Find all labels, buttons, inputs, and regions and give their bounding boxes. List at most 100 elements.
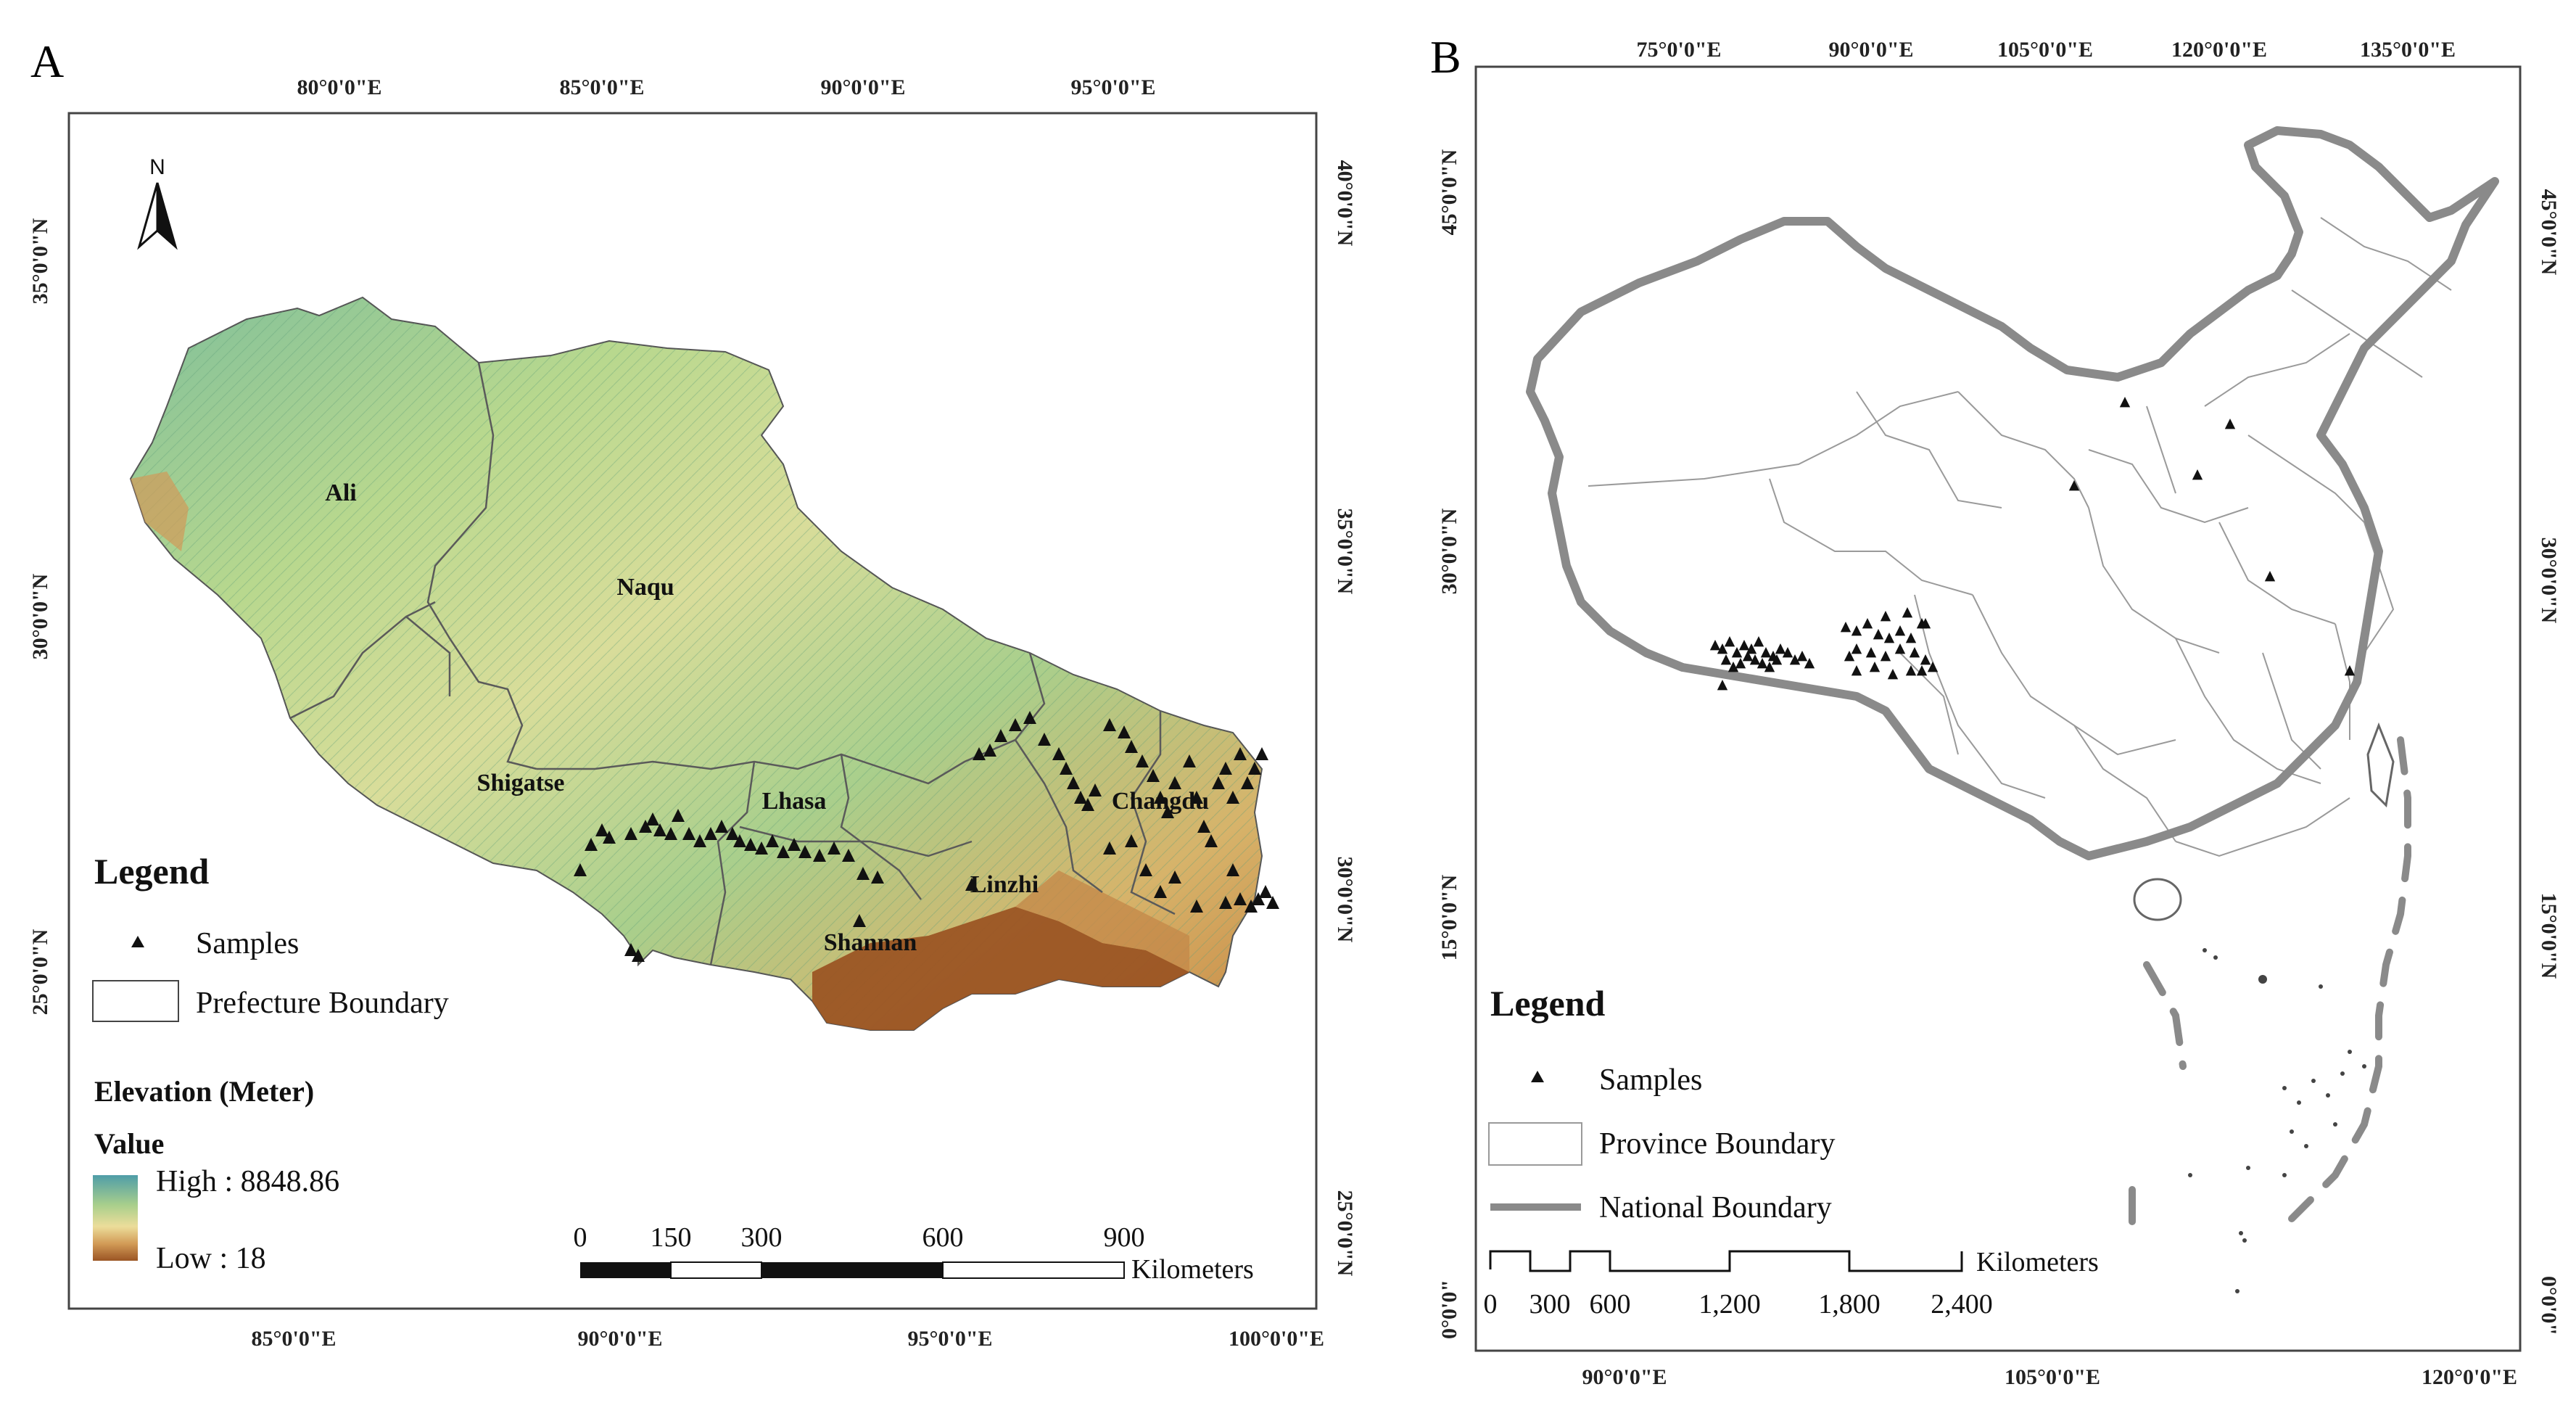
sample-marker [733, 834, 746, 847]
a-right-lat-label: 25°0'0"N [1333, 1190, 1357, 1277]
sample-marker [1771, 654, 1783, 665]
b-left-lat-label: 30°0'0"N [1437, 508, 1461, 594]
b-scale-tick: 1,800 [1818, 1289, 1881, 1320]
panel-a: A 80°0'0"E 85°0'0"E 90°0'0"E 95°0'0"E 85… [28, 36, 1357, 1351]
sample-marker [1880, 651, 1891, 662]
sample-marker [1089, 783, 1102, 796]
sample-marker [1067, 776, 1080, 789]
b-left-lat-label: 0°0'0" [1437, 1280, 1461, 1339]
sample-marker [653, 823, 666, 836]
b-top-lon-label: 90°0'0"E [1829, 38, 1914, 62]
b-right-lat-label: 30°0'0"N [2537, 538, 2561, 624]
a-bottom-lon-label: 90°0'0"E [578, 1327, 663, 1351]
sample-marker [682, 827, 695, 840]
b-legend-province: Province Boundary [1599, 1127, 1835, 1161]
region-label-linzhi: Linzhi [970, 871, 1039, 898]
b-bottom-lon-label: 105°0'0"E [2005, 1365, 2100, 1389]
sample-marker [2192, 469, 2203, 480]
a-scale-tick: 600 [922, 1222, 964, 1253]
sample-marker [1720, 654, 1732, 665]
panel-b-samples [1709, 397, 2356, 691]
sample-marker [1916, 665, 1928, 676]
sample-marker [1103, 841, 1116, 855]
sample-marker [1909, 647, 1920, 658]
sample-marker [1789, 654, 1801, 665]
sample-marker [1205, 834, 1218, 847]
b-legend-samples: Samples [1599, 1063, 1702, 1097]
b-top-lon-label: 105°0'0"E [1997, 38, 2093, 62]
sample-marker [1796, 651, 1808, 662]
sample-marker [1255, 747, 1268, 760]
sample-marker [1746, 643, 1757, 654]
a-scale-tick: 300 [741, 1222, 783, 1253]
a-legend-sample-symbol [131, 936, 144, 947]
b-right-lat-label: 0°0'0" [2537, 1276, 2561, 1335]
sample-marker [1920, 654, 1931, 665]
a-scale-tick: 900 [1104, 1222, 1145, 1253]
a-legend-elevation-title: Elevation (Meter) [94, 1075, 314, 1108]
sample-marker [1154, 885, 1167, 898]
sample-marker [1905, 665, 1917, 676]
panel-a-frame [67, 112, 1318, 1310]
sample-marker [646, 812, 659, 826]
sample-marker [632, 949, 645, 962]
sample-marker [1103, 718, 1116, 731]
sample-marker [1161, 805, 1174, 818]
sample-marker [639, 820, 652, 833]
sample-marker [1219, 762, 1232, 775]
sample-marker [1883, 633, 1895, 643]
sample-marker [1266, 896, 1279, 909]
sample-marker [994, 729, 1007, 742]
sample-marker [715, 820, 728, 833]
b-legend-national: National Boundary [1599, 1191, 1832, 1224]
sample-marker [1894, 625, 1906, 636]
sample-marker [1081, 798, 1094, 811]
sample-marker [777, 845, 790, 858]
sample-marker [1742, 651, 1754, 662]
b-right-lat-label: 15°0'0"N [2537, 893, 2561, 979]
north-label: N [149, 155, 165, 179]
sample-marker [1154, 791, 1167, 804]
sample-marker [1905, 633, 1917, 643]
sample-marker [1717, 680, 1728, 691]
sample-marker [798, 845, 812, 858]
region-label-lhasa: Lhasa [762, 788, 827, 815]
region-label-naqu: Naqu [616, 574, 674, 601]
sample-marker [1060, 762, 1073, 775]
sample-marker [672, 809, 685, 822]
panel-a-letter: A [30, 36, 64, 87]
panel-b-scale-bar: 0 300 600 1,200 1,800 2,400 Kilometers [1484, 1247, 2099, 1320]
sample-marker [704, 827, 717, 840]
a-legend-boundary: Prefecture Boundary [196, 987, 449, 1020]
b-top-lon-label: 75°0'0"E [1637, 38, 1722, 62]
sample-marker [1212, 776, 1225, 789]
sample-marker [603, 831, 616, 844]
a-bottom-lon-label: 85°0'0"E [252, 1327, 337, 1351]
sample-marker [766, 834, 779, 847]
region-label-shannan: Shannan [824, 929, 917, 956]
panel-b-letter: B [1430, 31, 1461, 83]
sample-marker [2119, 397, 2131, 408]
b-scale-tick: 1,200 [1698, 1289, 1761, 1320]
sample-marker [585, 838, 598, 851]
sample-marker [574, 863, 587, 876]
b-bottom-lon-label: 90°0'0"E [1582, 1365, 1667, 1389]
a-legend-elevation-ramp [93, 1175, 138, 1261]
b-top-lon-label: 135°0'0"E [2360, 38, 2456, 62]
sample-marker [1756, 658, 1768, 669]
sample-marker [2264, 571, 2276, 582]
b-scale-tick: 2,400 [1931, 1289, 1993, 1320]
sample-marker [1219, 896, 1232, 909]
south-china-sea-line [2129, 736, 2411, 1237]
sample-marker [1023, 711, 1036, 724]
a-top-lon-label: 90°0'0"E [821, 75, 906, 99]
sample-marker [1862, 618, 1873, 629]
sample-marker [1764, 662, 1775, 672]
b-scale-tick: 600 [1590, 1289, 1631, 1320]
sample-marker [1183, 754, 1196, 767]
b-right-lat-label: 45°0'0"N [2537, 189, 2561, 276]
hainan-island [2133, 878, 2182, 921]
b-scale-tick: 300 [1530, 1289, 1571, 1320]
a-scale-tick: 150 [651, 1222, 692, 1253]
sample-marker [1168, 776, 1181, 789]
